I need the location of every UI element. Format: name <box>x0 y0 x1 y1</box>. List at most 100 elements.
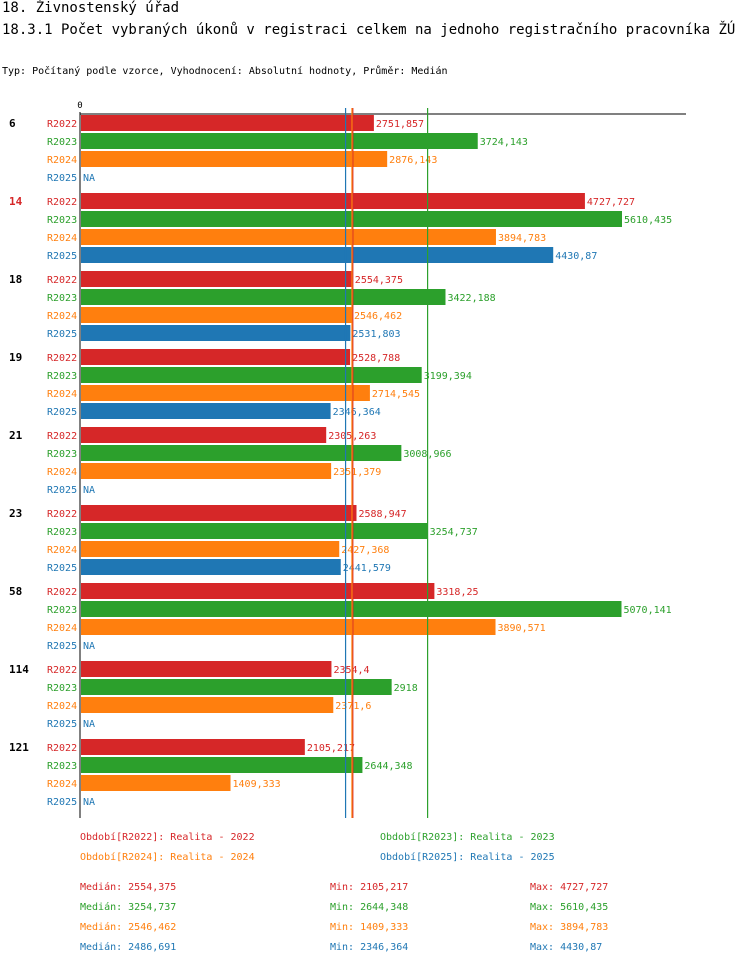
data-label: 2105,217 <box>307 743 355 754</box>
legend-item: Období[R2022]: Realita - 2022 <box>80 832 255 843</box>
data-label: 2876,143 <box>389 155 437 166</box>
bar <box>81 307 352 323</box>
bar <box>81 325 351 341</box>
data-label: 2546,462 <box>354 311 402 322</box>
category-label: 21 <box>9 429 23 442</box>
legend-item: Období[R2024]: Realita - 2024 <box>80 852 255 863</box>
data-label: 3254,737 <box>430 527 478 538</box>
series-row-label: R2023 <box>47 137 77 148</box>
data-label: 2918 <box>394 683 418 694</box>
series-row-label: R2024 <box>47 467 77 478</box>
data-label: 2528,788 <box>352 353 400 364</box>
data-label: 2751,857 <box>376 119 424 130</box>
data-label: NA <box>83 485 95 496</box>
bar <box>81 151 388 167</box>
bar <box>81 271 353 287</box>
data-label: 3890,571 <box>498 623 546 634</box>
bar <box>81 619 496 635</box>
data-label: 2644,348 <box>364 761 412 772</box>
bar <box>81 385 370 401</box>
bar <box>81 541 340 557</box>
chart-title: 18.3.1 Počet vybraných úkonů v registrac… <box>2 22 736 38</box>
series-row-label: R2022 <box>47 587 77 598</box>
bar <box>81 661 332 677</box>
stat-median: Medián: 2486,691 <box>80 942 177 953</box>
category-label: 121 <box>9 741 29 754</box>
series-row-label: R2022 <box>47 353 77 364</box>
series-row-label: R2024 <box>47 623 77 634</box>
bar <box>81 115 374 131</box>
stat-max: Max: 5610,435 <box>530 902 609 913</box>
bar <box>81 403 331 419</box>
stat-median: Medián: 3254,737 <box>80 902 177 913</box>
series-row-label: R2025 <box>47 641 77 652</box>
series-row-label: R2023 <box>47 527 77 538</box>
data-label: 2346,364 <box>333 407 381 418</box>
stat-min: Min: 2105,217 <box>330 882 409 893</box>
category-label: 6 <box>9 117 16 130</box>
bar <box>81 583 435 599</box>
bar <box>81 133 478 149</box>
stat-min: Min: 2346,364 <box>330 942 409 953</box>
series-row-label: R2024 <box>47 311 77 322</box>
series-row-label: R2025 <box>47 797 77 808</box>
data-label: 4430,87 <box>555 251 597 262</box>
series-row-label: R2022 <box>47 665 77 676</box>
series-row-label: R2023 <box>47 605 77 616</box>
data-label: 3724,143 <box>480 137 528 148</box>
data-label: NA <box>83 719 95 730</box>
bar <box>81 427 327 443</box>
bar <box>81 367 422 383</box>
data-label: 3894,783 <box>498 233 546 244</box>
bar <box>81 289 446 305</box>
series-row-label: R2023 <box>47 293 77 304</box>
series-row-label: R2023 <box>47 449 77 460</box>
data-label: 2531,803 <box>352 329 400 340</box>
bar <box>81 445 402 461</box>
bar <box>81 349 351 365</box>
data-label: 4727,727 <box>587 197 635 208</box>
series-row-label: R2023 <box>47 215 77 226</box>
bar <box>81 679 392 695</box>
category-label: 58 <box>9 585 22 598</box>
data-label: 2441,579 <box>343 563 391 574</box>
stat-max: Max: 4727,727 <box>530 882 609 893</box>
series-row-label: R2025 <box>47 407 77 418</box>
stat-max: Max: 4430,87 <box>530 942 603 953</box>
category-label: 14 <box>9 195 23 208</box>
bar <box>81 601 622 617</box>
series-row-label: R2024 <box>47 389 77 400</box>
data-label: NA <box>83 173 95 184</box>
data-label: 2554,375 <box>355 275 403 286</box>
data-label: NA <box>83 797 95 808</box>
series-row-label: R2024 <box>47 233 77 244</box>
series-row-label: R2023 <box>47 761 77 772</box>
bar <box>81 697 334 713</box>
series-row-label: R2023 <box>47 371 77 382</box>
legend-item: Období[R2025]: Realita - 2025 <box>380 852 555 863</box>
series-row-label: R2025 <box>47 719 77 730</box>
series-row-label: R2024 <box>47 779 77 790</box>
bar <box>81 757 363 773</box>
data-label: 1409,333 <box>233 779 281 790</box>
bar <box>81 247 554 263</box>
series-row-label: R2022 <box>47 509 77 520</box>
data-label: 2588,947 <box>358 509 406 520</box>
data-label: 3199,394 <box>424 371 472 382</box>
series-row-label: R2022 <box>47 431 77 442</box>
data-label: 3318,25 <box>436 587 478 598</box>
bar <box>81 523 428 539</box>
series-row-label: R2025 <box>47 251 77 262</box>
series-row-label: R2025 <box>47 563 77 574</box>
series-row-label: R2022 <box>47 119 77 130</box>
series-row-label: R2024 <box>47 701 77 712</box>
data-label: 5070,141 <box>623 605 671 616</box>
data-label: 2351,379 <box>333 467 381 478</box>
stat-median: Medián: 2546,462 <box>80 922 177 933</box>
category-label: 23 <box>9 507 22 520</box>
legend-item: Období[R2023]: Realita - 2023 <box>380 832 555 843</box>
stat-median: Medián: 2554,375 <box>80 882 177 893</box>
chart-info: Typ: Počítaný podle vzorce, Vyhodnocení:… <box>2 66 448 77</box>
bar <box>81 505 357 521</box>
category-label: 19 <box>9 351 22 364</box>
